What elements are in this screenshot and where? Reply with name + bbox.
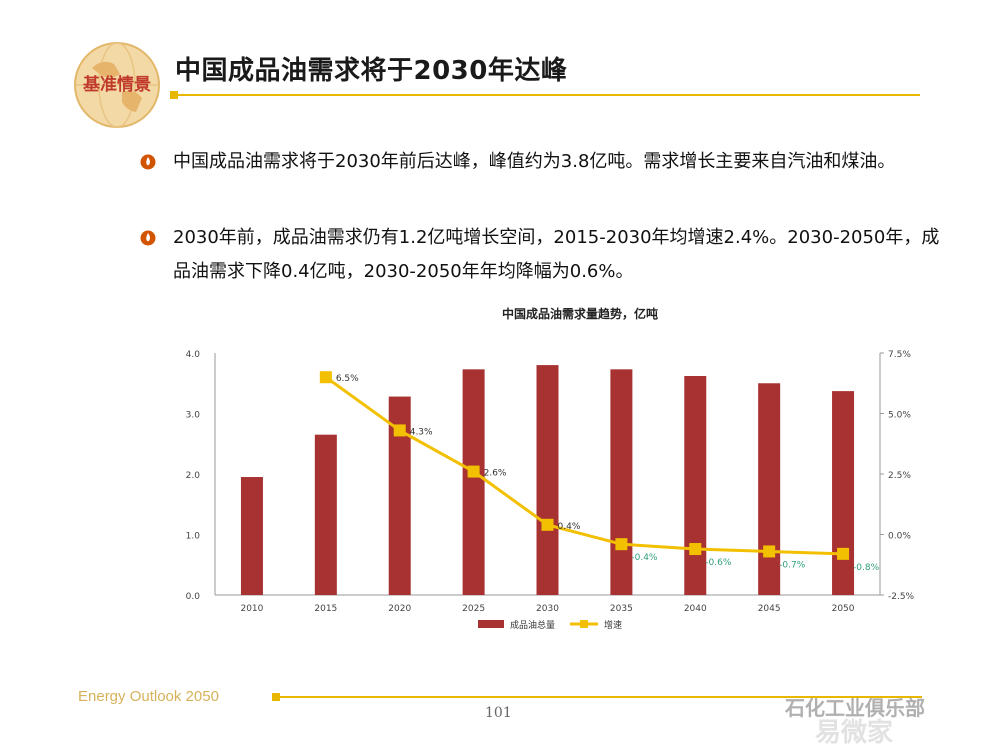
growth-point	[763, 545, 776, 558]
page-number: 101	[485, 705, 512, 721]
legend-bar-label: 成品油总量	[510, 619, 555, 631]
growth-data-label: -0.6%	[705, 558, 732, 568]
bar	[536, 365, 559, 595]
chart-title: 中国成品油需求量趋势，亿吨	[502, 306, 658, 321]
x-tick-label: 2040	[684, 604, 707, 614]
x-tick-label: 2035	[610, 604, 633, 614]
growth-data-label: -0.8%	[853, 563, 880, 573]
demand-chart: 中国成品油需求量趋势，亿吨 0.0 1.0 2.0 3.0 4.0 -2.5% 0.0% 2.…	[186, 306, 915, 631]
bar	[462, 369, 485, 595]
title-rule-marker	[170, 91, 178, 99]
growth-point	[467, 465, 480, 478]
right-tick-label: -2.5%	[888, 592, 915, 602]
left-tick-label: 4.0	[186, 350, 201, 360]
bar	[610, 369, 633, 595]
right-tick-label: 7.5%	[888, 350, 911, 360]
footer-rule-marker	[272, 693, 280, 701]
logo-text: 基准情景	[82, 74, 151, 95]
bullet-item: 2030年前，成品油需求仍有1.2亿吨增长空间，2015-2030年均增速2.4…	[140, 221, 940, 289]
x-tick-label: 2025	[462, 604, 485, 614]
bullet-flame-icon	[140, 154, 156, 170]
growth-point	[837, 547, 850, 560]
growth-data-label: 0.4%	[558, 522, 581, 532]
bullet-text: 2030年前，成品油需求仍有1.2亿吨增长空间，2015-2030年均增速2.4…	[173, 227, 940, 282]
left-tick-label: 0.0	[186, 592, 201, 602]
footer-brand: Energy Outlook 2050	[78, 688, 219, 705]
x-tick-label: 2030	[536, 604, 559, 614]
bar	[314, 434, 337, 595]
growth-point	[615, 538, 628, 551]
bullet-item: 中国成品油需求将于2030年前后达峰，峰值约为3.8亿吨。需求增长主要来自汽油和…	[140, 145, 940, 179]
left-tick-label: 3.0	[186, 411, 201, 421]
right-tick-label: 0.0%	[888, 532, 911, 542]
bullet-flame-icon	[140, 230, 156, 246]
left-tick-label: 1.0	[186, 532, 201, 542]
growth-data-label: -0.7%	[779, 560, 806, 570]
growth-data-label: -0.4%	[631, 553, 658, 563]
bar	[758, 383, 781, 595]
x-tick-label: 2015	[314, 604, 337, 614]
logo-globe: 基准情景	[74, 42, 160, 128]
x-tick-label: 2050	[832, 604, 855, 614]
left-tick-label: 2.0	[186, 471, 201, 481]
bullet-text: 中国成品油需求将于2030年前后达峰，峰值约为3.8亿吨。需求增长主要来自汽油和…	[173, 151, 896, 172]
growth-point	[689, 543, 702, 556]
bar	[240, 477, 263, 595]
growth-data-label: 6.5%	[336, 374, 359, 384]
legend-line-marker	[580, 620, 588, 628]
x-tick-label: 2020	[388, 604, 411, 614]
growth-data-label: 2.6%	[484, 469, 507, 479]
x-tick-label: 2010	[240, 604, 263, 614]
watermark-sub: 易微家	[815, 718, 894, 748]
right-tick-label: 2.5%	[888, 471, 911, 481]
watermark: 石化工业俱乐部	[785, 696, 925, 720]
bar	[832, 391, 855, 595]
growth-point	[319, 371, 332, 384]
right-tick-label: 5.0%	[888, 411, 911, 421]
bar	[388, 396, 411, 595]
title-rule	[175, 94, 920, 96]
footer-rule	[277, 696, 922, 698]
growth-point	[393, 424, 406, 437]
page-title: 中国成品油需求将于2030年达峰	[175, 56, 568, 86]
x-tick-label: 2045	[758, 604, 781, 614]
growth-point	[541, 518, 554, 531]
growth-data-label: 4.3%	[410, 427, 433, 437]
bar	[684, 375, 707, 595]
legend-bar-swatch	[478, 620, 504, 628]
growth-line	[324, 375, 844, 556]
legend-line-label: 增速	[604, 619, 622, 631]
